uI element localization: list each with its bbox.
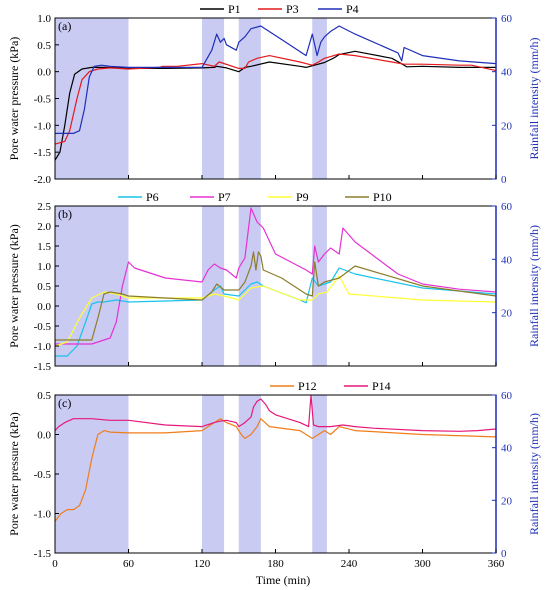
legend-entry-p12: P12 xyxy=(298,379,317,393)
series-line-p7 xyxy=(55,207,497,345)
chart-panel-2: -1.5 -1.0 -0.5 0.0 0.5 1.0 1.5 2.0 2.5 20 40 60 (b) P… xyxy=(7,190,541,373)
series-line-p6 xyxy=(55,267,497,357)
y2-tick-label: 20 xyxy=(501,120,513,132)
y2-tick-label: 0 xyxy=(501,174,507,186)
series-line-p10 xyxy=(55,251,497,341)
legend-entry-p10: P10 xyxy=(373,190,392,204)
rain-band xyxy=(312,18,327,179)
rain-band xyxy=(312,395,327,553)
y2-tick-label: 40 xyxy=(501,443,513,455)
y-tick-label: 0.5 xyxy=(37,281,51,293)
y-tick-label: -1.0 xyxy=(34,509,52,521)
series-line-p14 xyxy=(54,394,497,432)
rain-band xyxy=(202,395,225,553)
x-tick-label: 60 xyxy=(123,558,135,570)
y2-tick-label: 60 xyxy=(501,390,513,402)
rain-band xyxy=(238,18,261,179)
y-tick-label: -0.5 xyxy=(34,469,52,481)
legend-entry-p9: P9 xyxy=(296,190,309,204)
y-tick-label: 2.5 xyxy=(37,201,51,213)
legend-entry-p3: P3 xyxy=(286,2,299,16)
y2-axis-label: Rainfall intensity (mm/h) xyxy=(527,38,541,160)
y-axis-label: Pore water pressure (kPa) xyxy=(7,412,21,536)
y-tick-label: 0.5 xyxy=(37,390,51,402)
x-tick-label: 0 xyxy=(52,558,58,570)
series-line-p9 xyxy=(54,275,497,347)
series-line-p12 xyxy=(54,418,497,522)
x-tick-label: 240 xyxy=(341,558,358,570)
y-tick-label: -1.0 xyxy=(34,341,52,353)
rain-band xyxy=(238,395,261,553)
y-tick-label: 1.5 xyxy=(37,241,51,253)
y2-tick-label: 40 xyxy=(501,67,513,79)
panel-label: (a) xyxy=(58,19,71,33)
y-tick-label: 1.0 xyxy=(37,13,51,25)
rain-band xyxy=(202,206,225,366)
y2-tick-label: 0 xyxy=(501,548,507,560)
x-tick-label: 120 xyxy=(194,558,211,570)
y-tick-label: 0.5 xyxy=(37,40,51,52)
y-tick-label: 0.0 xyxy=(37,430,51,442)
panel-label: (b) xyxy=(58,207,72,221)
series-line-p4 xyxy=(55,25,497,134)
y-tick-label: -0.5 xyxy=(34,94,52,106)
y2-tick-label: 60 xyxy=(501,201,513,213)
x-tick-label: 360 xyxy=(488,558,505,570)
y-tick-label: -1.5 xyxy=(34,361,52,373)
y-tick-label: 0.0 xyxy=(37,67,51,79)
y2-tick-label: 20 xyxy=(501,308,513,320)
y-axis-label: Pore water pressure (kPa) xyxy=(7,224,21,348)
rain-band xyxy=(55,18,129,179)
legend-entry-p6: P6 xyxy=(146,190,159,204)
y-axis-label: Pore water pressure (kPa) xyxy=(7,37,21,161)
legend-entry-p14: P14 xyxy=(372,379,391,393)
x-tick-label: 180 xyxy=(267,558,284,570)
y-tick-label: 0.0 xyxy=(37,301,51,313)
x-tick-label: 300 xyxy=(414,558,431,570)
y2-tick-label: 60 xyxy=(501,13,513,25)
y-tick-label: 2.0 xyxy=(37,221,51,233)
chart-panel-1: -2.0 -1.5 -1.0 -0.5 0.0 0.5 1.0 0 20 40 60 (a) Pore … xyxy=(7,2,541,186)
panel-label: (c) xyxy=(58,396,71,410)
legend-entry-p1: P1 xyxy=(228,2,241,16)
y2-axis-label: Rainfall intensity (mm/h) xyxy=(527,225,541,347)
chart-panels: -2.0 -1.5 -1.0 -0.5 0.0 0.5 1.0 0 20 40 60 (a) Pore … xyxy=(7,2,541,570)
y-tick-label: -1.5 xyxy=(34,548,52,560)
y-tick-label: -1.5 xyxy=(34,147,52,159)
y-tick-label: 1.0 xyxy=(37,261,51,273)
y2-axis-label: Rainfall intensity (mm/h) xyxy=(527,413,541,535)
y-tick-label: -0.5 xyxy=(34,321,52,333)
legend-entry-p4: P4 xyxy=(346,2,359,16)
y2-tick-label: 20 xyxy=(501,495,513,507)
y2-tick-label: 40 xyxy=(501,254,513,266)
chart-panel-3: -1.5 -1.0 -0.5 0.0 0.5 0 20 40 60 0 60 120 180 240 300… xyxy=(7,379,541,570)
y-tick-label: -2.0 xyxy=(34,174,52,186)
y-tick-label: -1.0 xyxy=(34,120,52,132)
legend-entry-p7: P7 xyxy=(218,190,231,204)
x-axis-label: Time (min) xyxy=(256,573,311,587)
